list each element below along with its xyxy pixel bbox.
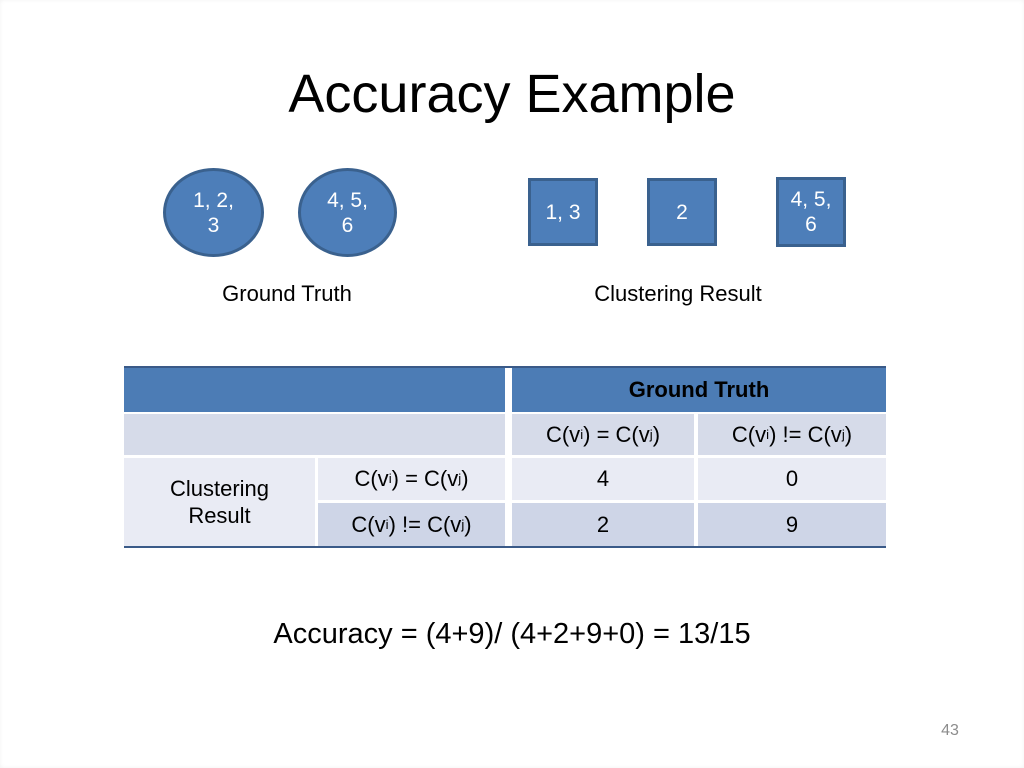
- cluster-label: 1, 3: [545, 200, 581, 224]
- row-group-label: Clustering Result: [169, 476, 270, 528]
- slide-title: Accuracy Example: [288, 64, 736, 124]
- ground-truth-label: Ground Truth: [222, 281, 352, 306]
- ground-truth-cluster-1: 1, 2, 3: [163, 168, 264, 257]
- subheader-empty-cell: [124, 414, 505, 455]
- table-bottom-border: [124, 546, 886, 548]
- row-header-equal: C(v i) = C(v j): [318, 458, 505, 500]
- table-top-border: [124, 366, 886, 368]
- clustering-result-label: Clustering Result: [594, 281, 762, 306]
- clustering-result-cluster-2: 2: [647, 178, 717, 246]
- value-equal-equal: 4: [512, 458, 694, 500]
- header-empty-cell: [124, 368, 505, 412]
- ground-truth-column-group-header: Ground Truth: [512, 368, 886, 412]
- row-header-not-equal: C(v i) != C(v j): [318, 503, 505, 546]
- clustering-result-row-group-header: Clustering Result: [124, 458, 315, 546]
- page-number: 43: [941, 722, 959, 739]
- clustering-result-cluster-1: 1, 3: [528, 178, 598, 246]
- cluster-label: 4, 5, 6: [790, 188, 832, 236]
- value-notequal-equal: 2: [512, 503, 694, 546]
- clustering-result-cluster-3: 4, 5, 6: [776, 177, 846, 247]
- cluster-label: 2: [676, 200, 688, 224]
- value-equal-notequal: 0: [698, 458, 886, 500]
- ground-truth-cluster-2: 4, 5, 6: [298, 168, 397, 257]
- value-notequal-notequal: 9: [698, 503, 886, 546]
- accuracy-formula: Accuracy = (4+9)/ (4+2+9+0) = 13/15: [273, 618, 751, 650]
- cluster-label: 1, 2, 3: [193, 188, 234, 237]
- col-header-not-equal: C(v i) != C(v j): [698, 414, 886, 455]
- col-header-equal: C(v i) = C(v j): [512, 414, 694, 455]
- cluster-label: 4, 5, 6: [327, 188, 368, 237]
- confusion-matrix-table: Ground Truth C(v i) = C(v j) C(v i) != C(v j…: [124, 366, 886, 548]
